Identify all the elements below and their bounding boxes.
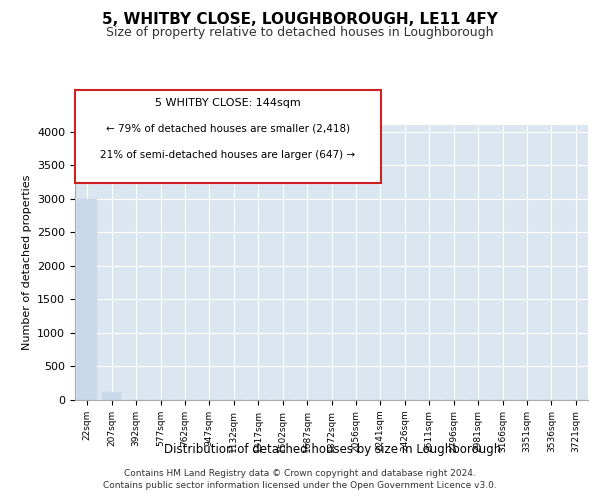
Y-axis label: Number of detached properties: Number of detached properties bbox=[22, 175, 32, 350]
Text: 5, WHITBY CLOSE, LOUGHBOROUGH, LE11 4FY: 5, WHITBY CLOSE, LOUGHBOROUGH, LE11 4FY bbox=[102, 12, 498, 28]
Text: Size of property relative to detached houses in Loughborough: Size of property relative to detached ho… bbox=[106, 26, 494, 39]
Text: Distribution of detached houses by size in Loughborough: Distribution of detached houses by size … bbox=[164, 442, 502, 456]
Bar bbox=[102, 392, 121, 400]
Bar bbox=[77, 199, 97, 400]
Text: Contains HM Land Registry data © Crown copyright and database right 2024.: Contains HM Land Registry data © Crown c… bbox=[124, 468, 476, 477]
Text: 5 WHITBY CLOSE: 144sqm: 5 WHITBY CLOSE: 144sqm bbox=[155, 98, 301, 108]
Text: ← 79% of detached houses are smaller (2,418): ← 79% of detached houses are smaller (2,… bbox=[106, 124, 350, 134]
Text: 21% of semi-detached houses are larger (647) →: 21% of semi-detached houses are larger (… bbox=[100, 150, 356, 160]
Text: Contains public sector information licensed under the Open Government Licence v3: Contains public sector information licen… bbox=[103, 481, 497, 490]
